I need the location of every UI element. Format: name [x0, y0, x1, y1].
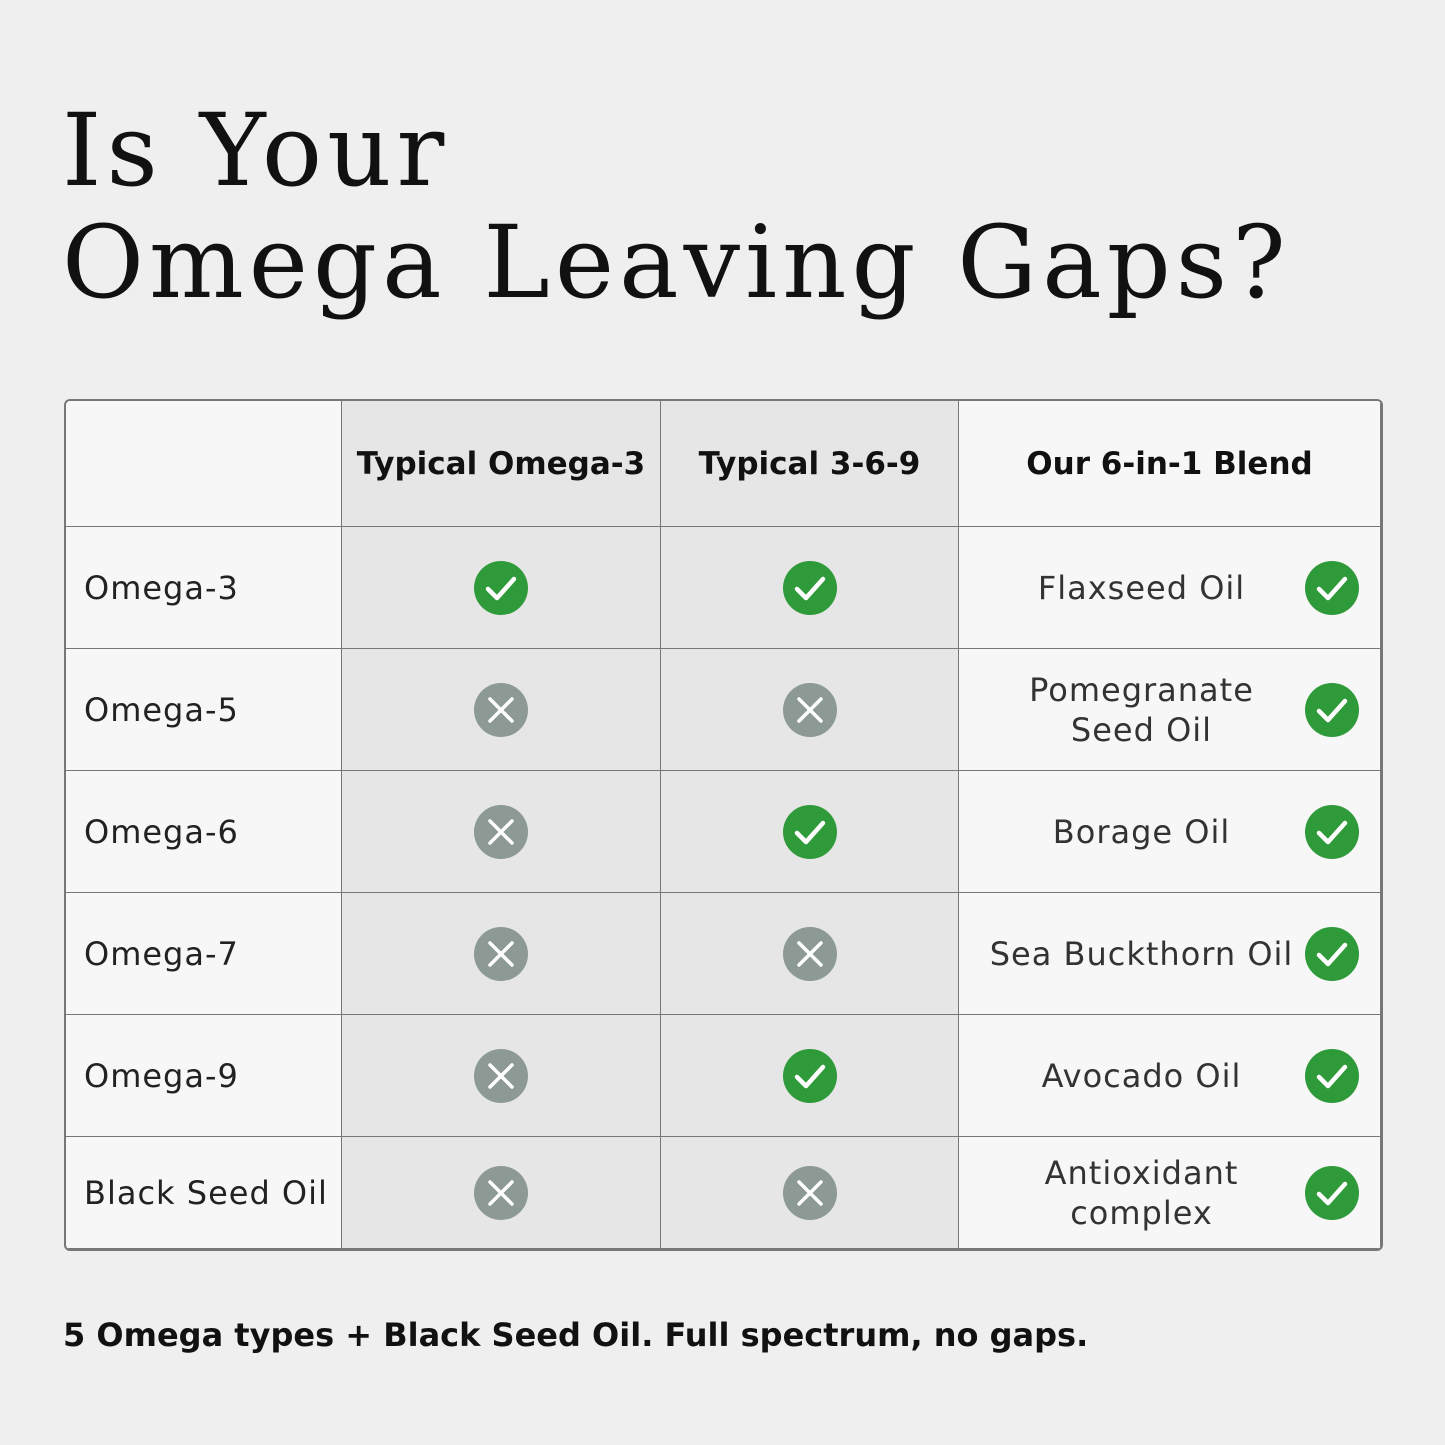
title-line: Omega Leaving Gaps?	[62, 204, 1291, 321]
header-cell	[66, 401, 342, 527]
status-cell	[661, 1137, 959, 1249]
row-label: Omega-3	[66, 527, 342, 649]
check-icon	[782, 804, 837, 859]
cross-icon	[782, 1165, 837, 1220]
header-cell: Typical 3-6-9	[661, 401, 959, 527]
blend-line: Borage Oil	[1052, 812, 1231, 851]
status-cell	[661, 1015, 959, 1137]
status-cell	[661, 893, 959, 1015]
blend-cell: Sea Buckthorn Oil	[959, 893, 1381, 1015]
blend-text: Sea Buckthorn Oil	[959, 893, 1324, 1014]
status-cell	[342, 649, 661, 771]
check-icon	[1305, 804, 1359, 859]
row-label: Omega-6	[66, 771, 342, 893]
blend-text: Antioxidant complex	[959, 1137, 1324, 1248]
check-icon	[1305, 682, 1359, 737]
check-icon	[1305, 1048, 1359, 1103]
blend-cell: Avocado Oil	[959, 1015, 1381, 1137]
blend-line: Antioxidant	[1044, 1153, 1239, 1192]
cross-icon	[474, 1165, 528, 1220]
status-cell	[661, 771, 959, 893]
row-label: Omega-9	[66, 1015, 342, 1137]
blend-line: Avocado Oil	[1041, 1056, 1242, 1095]
row-label: Omega-5	[66, 649, 342, 771]
blend-cell: Flaxseed Oil	[959, 527, 1381, 649]
status-cell	[661, 527, 959, 649]
header-cell: Our 6-in-1 Blend	[959, 401, 1381, 527]
cross-icon	[782, 926, 837, 981]
check-icon	[782, 560, 837, 615]
status-cell	[342, 771, 661, 893]
blend-cell: Antioxidant complex	[959, 1137, 1381, 1249]
check-icon	[1305, 1165, 1359, 1220]
blend-line: Flaxseed Oil	[1037, 568, 1246, 607]
blend-line: Sea Buckthorn Oil	[989, 934, 1294, 973]
status-cell	[342, 1137, 661, 1249]
check-icon	[782, 1048, 837, 1103]
status-cell	[661, 649, 959, 771]
blend-cell: Borage Oil	[959, 771, 1381, 893]
blend-line: complex	[1070, 1193, 1213, 1232]
blend-line: Pomegranate	[1029, 670, 1254, 709]
title-line: Is Your	[62, 92, 450, 209]
blend-text: Borage Oil	[959, 771, 1324, 892]
status-cell	[342, 1015, 661, 1137]
title: Is Your Omega Leaving Gaps?	[62, 95, 1291, 319]
cross-icon	[474, 1048, 528, 1103]
cross-icon	[782, 682, 837, 737]
blend-text: Avocado Oil	[959, 1015, 1324, 1136]
blend-text: Pomegranate Seed Oil	[959, 649, 1324, 770]
cross-icon	[474, 926, 528, 981]
row-label: Black Seed Oil	[66, 1137, 342, 1249]
check-icon	[1305, 560, 1359, 615]
row-label: Omega-7	[66, 893, 342, 1015]
status-cell	[342, 527, 661, 649]
blend-line: Seed Oil	[1070, 710, 1213, 749]
blend-text: Flaxseed Oil	[959, 527, 1324, 648]
header-cell: Typical Omega-3	[342, 401, 661, 527]
cross-icon	[474, 804, 528, 859]
check-icon	[1305, 926, 1359, 981]
comparison-table: Typical Omega-3 Typical 3-6-9 Our 6-in-1 B…	[64, 399, 1383, 1251]
check-icon	[474, 560, 528, 615]
footer: 5 Omega types + Black Seed Oil. Full spe…	[63, 1316, 1089, 1354]
cross-icon	[474, 682, 528, 737]
status-cell	[342, 893, 661, 1015]
blend-cell: Pomegranate Seed Oil	[959, 649, 1381, 771]
